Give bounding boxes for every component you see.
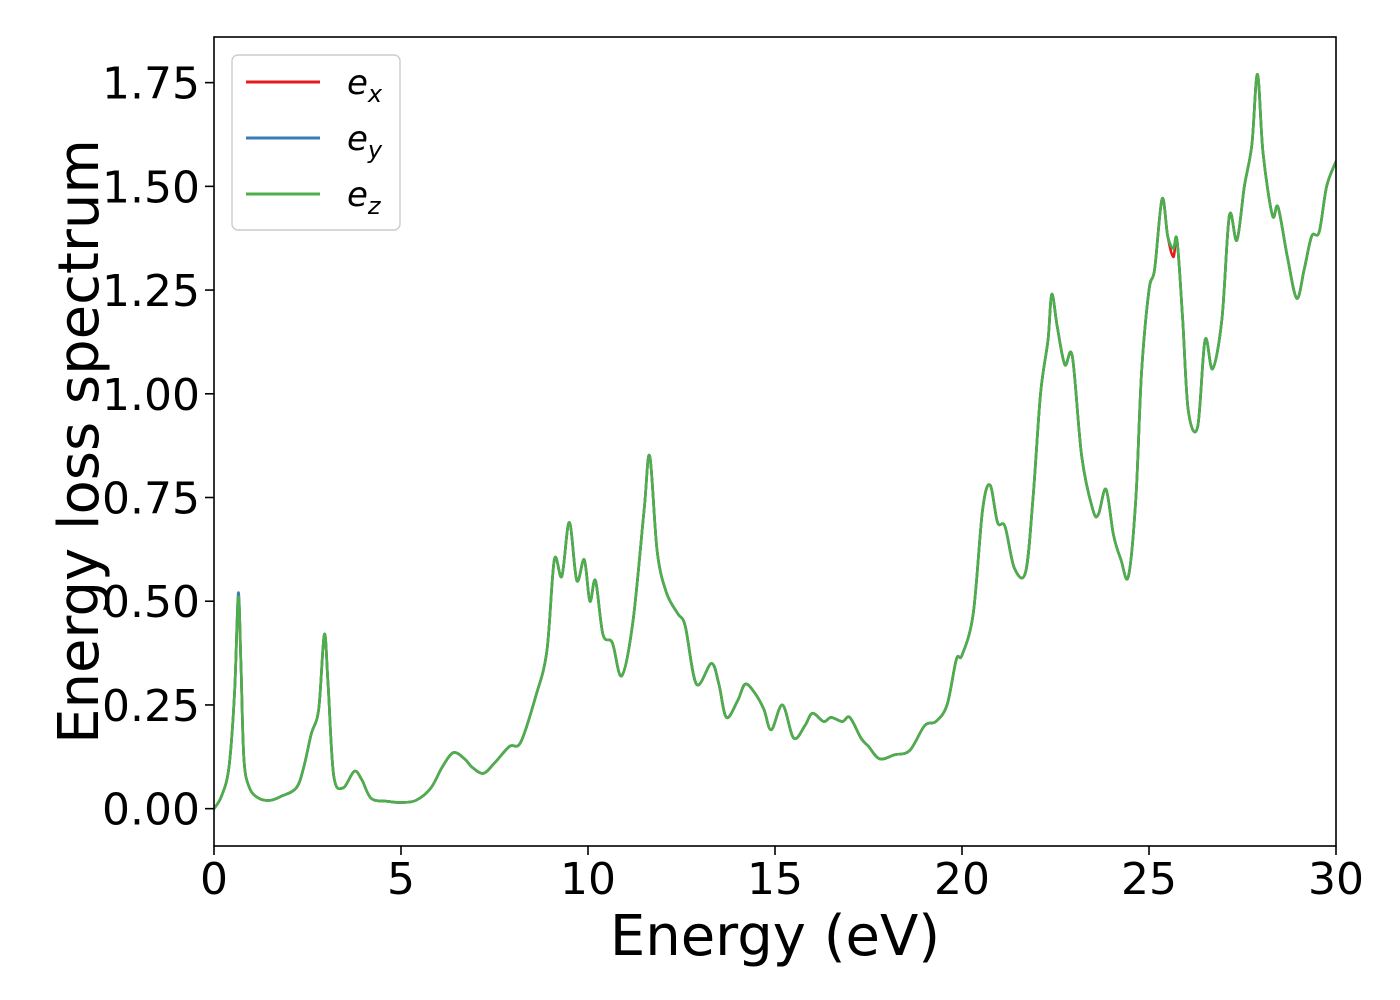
- x-tick-label: 10: [560, 854, 616, 905]
- legend-label-subscript: x: [367, 80, 383, 108]
- y-tick-label: 1.75: [102, 59, 200, 110]
- y-tick-label: 0.50: [102, 577, 200, 628]
- x-axis: 0 5 10 15 20 25 30: [200, 846, 1364, 905]
- legend-box: [231, 54, 401, 231]
- legend-label-subscript: z: [367, 192, 382, 220]
- series-layer: [214, 73, 1336, 810]
- y-tick-label: 1.00: [102, 370, 200, 421]
- x-tick-label: 30: [1308, 854, 1364, 905]
- legend-label-subscript: y: [367, 136, 383, 164]
- legend-label-base: e: [347, 63, 368, 103]
- y-tick-label: 0.00: [102, 785, 200, 836]
- legend-label-base: e: [347, 119, 368, 159]
- x-tick-label: 5: [387, 854, 415, 905]
- y-tick-label: 0.25: [102, 681, 200, 732]
- x-tick-label: 25: [1121, 854, 1177, 905]
- x-tick-label: 15: [747, 854, 803, 905]
- y-tick-label: 0.75: [102, 474, 200, 525]
- legend-label-ex: ex: [347, 63, 383, 108]
- y-axis-title: Energy loss spectrum: [47, 139, 112, 744]
- x-tick-label: 20: [934, 854, 990, 905]
- legend-label-ez: ez: [347, 175, 382, 220]
- x-axis-title: Energy (eV): [610, 904, 940, 969]
- legend-label-base: e: [347, 175, 368, 215]
- y-tick-label: 1.25: [102, 266, 200, 317]
- legend-label-ey: ey: [347, 119, 383, 164]
- y-tick-label: 1.50: [102, 162, 200, 213]
- x-tick-label: 0: [200, 854, 228, 905]
- y-axis: 0.00 0.25 0.50 0.75 1.00 1.25 1.50 1.75: [102, 59, 214, 836]
- series-line-ez: [214, 73, 1336, 810]
